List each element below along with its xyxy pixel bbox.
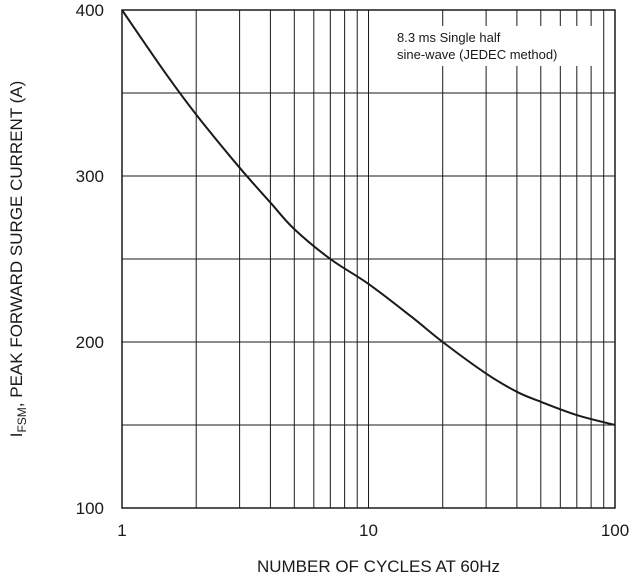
- x-tick-label: 1: [117, 521, 126, 540]
- y-axis-label-subscript: FSM: [15, 407, 29, 432]
- y-axis-label-suffix: , PEAK FORWARD SURGE CURRENT (A): [7, 81, 26, 408]
- plot-frame: [121, 9, 616, 509]
- y-tick-label: 100: [76, 499, 104, 518]
- x-tick-labels: 1 10 100: [117, 521, 629, 540]
- x-tick-label: 100: [601, 521, 629, 540]
- annotation-box: 8.3 ms Single half sine-wave (JEDEC meth…: [390, 26, 603, 66]
- y-tick-labels: 100 200 300 400: [76, 1, 104, 518]
- annotation-line-2: sine-wave (JEDEC method): [397, 47, 557, 62]
- series-line: [121, 9, 616, 426]
- annotation-background: [390, 26, 603, 66]
- x-axis-label: NUMBER OF CYCLES AT 60Hz: [257, 557, 500, 576]
- series-layer: [121, 9, 616, 426]
- y-tick-label: 300: [76, 167, 104, 186]
- y-tick-label: 400: [76, 1, 104, 20]
- y-axis-label: IFSM, PEAK FORWARD SURGE CURRENT (A): [7, 81, 29, 438]
- y-tick-label: 200: [76, 333, 104, 352]
- grid-lines: [122, 10, 615, 508]
- x-tick-label: 10: [359, 521, 378, 540]
- annotation-line-1: 8.3 ms Single half: [397, 30, 501, 45]
- y-axis-label-prefix: I: [7, 433, 26, 438]
